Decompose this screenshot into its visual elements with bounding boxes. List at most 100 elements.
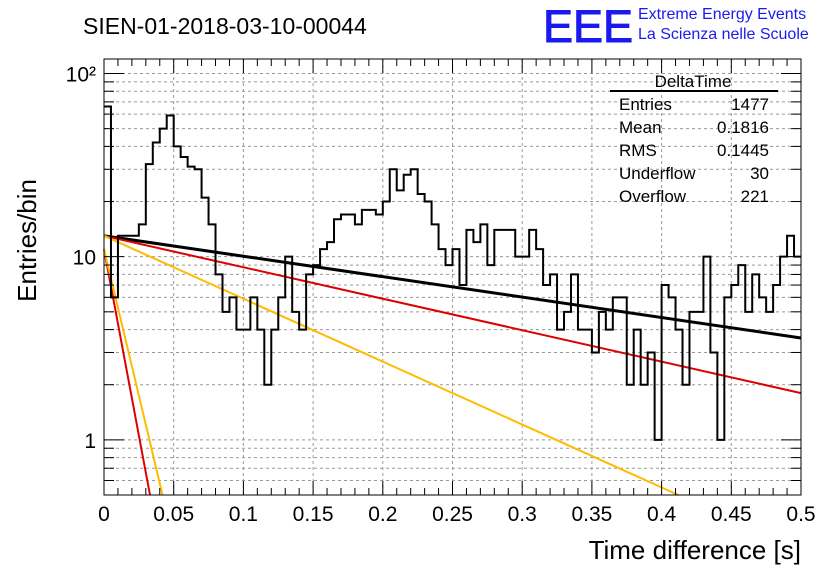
histogram-bin <box>118 236 125 495</box>
histogram-bin <box>132 236 139 495</box>
histogram-bin <box>285 257 292 495</box>
histogram-bin <box>355 224 362 495</box>
histogram-bin <box>327 242 334 495</box>
histogram-bin <box>487 265 494 495</box>
stats-value: 0.1445 <box>717 141 769 160</box>
histogram-bin <box>313 265 320 495</box>
fit-line-black-0 <box>103 234 802 340</box>
histogram-bin <box>334 219 341 495</box>
stats-value: 1477 <box>731 95 769 114</box>
histogram-bin <box>634 330 641 495</box>
histogram-bin <box>683 385 690 495</box>
y-tick-labels: 1 10 10² <box>66 64 96 453</box>
histogram-bin <box>369 210 376 495</box>
histogram-bin <box>271 330 278 495</box>
run-title: SIEN-01-2018-03-10-00044 <box>83 13 367 39</box>
histogram-bin <box>202 198 209 495</box>
stats-label: RMS <box>619 141 657 160</box>
histogram-bin <box>111 297 118 495</box>
histogram-bin <box>432 224 439 495</box>
histogram-bin <box>299 330 306 495</box>
histogram-bin <box>473 242 480 495</box>
histogram-bin <box>411 169 418 495</box>
histogram-bin <box>703 257 710 495</box>
histogram-bin <box>794 257 801 495</box>
histogram-bin <box>578 330 585 495</box>
histogram-bin <box>627 385 634 495</box>
histogram-bin <box>543 285 550 495</box>
histogram-bin <box>425 202 432 495</box>
y-tick-label: 10² <box>66 64 96 87</box>
histogram-bin <box>209 224 216 495</box>
stats-label: Mean <box>619 118 662 137</box>
histogram-bin <box>759 297 766 495</box>
fit-lines <box>103 234 802 496</box>
x-tick-label: 0.05 <box>153 503 194 526</box>
x-tick-label: 0.5 <box>786 503 815 526</box>
histogram-bin <box>418 194 425 495</box>
histogram-bin <box>613 297 620 495</box>
fit-line-orange-2 <box>103 234 679 496</box>
histogram-bin <box>529 230 536 495</box>
histogram-bin <box>236 330 243 495</box>
stats-label: Entries <box>619 95 672 114</box>
histogram-bin <box>696 312 703 495</box>
histogram-bin <box>773 285 780 495</box>
histogram <box>104 105 801 495</box>
histogram-bin <box>738 265 745 495</box>
histogram-bin <box>550 274 557 495</box>
stats-row: Underflow 30 <box>619 164 769 183</box>
histogram-bin <box>390 169 397 495</box>
histogram-outline <box>104 105 801 441</box>
histogram-bin <box>195 169 202 495</box>
histogram-bin <box>188 167 195 495</box>
histogram-bin <box>216 274 223 495</box>
histogram-bin <box>292 312 299 495</box>
grid-lines <box>104 59 801 496</box>
histogram-bin <box>397 190 404 495</box>
y-tick-label: 10 <box>73 247 96 270</box>
histogram-bin <box>780 257 787 495</box>
histogram-bin <box>181 157 188 495</box>
y-tick-label: 1 <box>84 430 96 453</box>
histogram-bin <box>752 274 759 495</box>
histogram-bin <box>724 297 731 495</box>
histogram-bin <box>515 257 522 495</box>
histogram-bin <box>222 312 229 495</box>
histogram-bin <box>676 330 683 495</box>
stats-label: Underflow <box>619 164 696 183</box>
histogram-bin <box>264 385 271 495</box>
histogram-bin <box>320 249 327 495</box>
histogram-bin <box>508 230 515 495</box>
x-tick-label: 0.45 <box>711 503 752 526</box>
histogram-bin <box>376 214 383 495</box>
histogram-bin <box>446 265 453 495</box>
histogram-bin <box>494 230 501 495</box>
histogram-bin <box>522 257 529 495</box>
histogram-bin <box>557 330 564 495</box>
histogram-bin <box>536 249 543 495</box>
x-tick-label: 0 <box>98 503 110 526</box>
org-name-line1: Extreme Energy Events <box>638 6 806 23</box>
histogram-bin <box>480 224 487 495</box>
org-name-line2: La Scienza nelle Scuole <box>638 26 809 43</box>
stats-row: Entries 1477 <box>619 95 769 114</box>
histogram-bin <box>592 352 599 495</box>
histogram-bin <box>766 312 773 495</box>
histogram-bin <box>348 214 355 495</box>
histogram-bin <box>167 115 174 495</box>
histogram-bin <box>278 297 285 495</box>
histogram-bin <box>641 385 648 495</box>
stats-row: RMS 0.1445 <box>619 141 769 160</box>
eee-logo: EEE <box>543 1 633 52</box>
histogram-bin <box>243 330 250 495</box>
histogram-bin <box>453 249 460 495</box>
x-tick-label: 0.3 <box>508 503 537 526</box>
x-tick-label: 0.2 <box>368 503 397 526</box>
histogram-bin <box>606 330 613 495</box>
histogram-bin <box>459 285 466 495</box>
x-tick-labels: 0 0.05 0.1 0.15 0.2 0.25 0.3 0.35 0.4 0.45 0.5 <box>98 503 815 526</box>
stats-row: Mean 0.1816 <box>619 118 769 137</box>
x-tick-label: 0.4 <box>647 503 677 526</box>
fit-line-orange-4 <box>103 248 164 496</box>
